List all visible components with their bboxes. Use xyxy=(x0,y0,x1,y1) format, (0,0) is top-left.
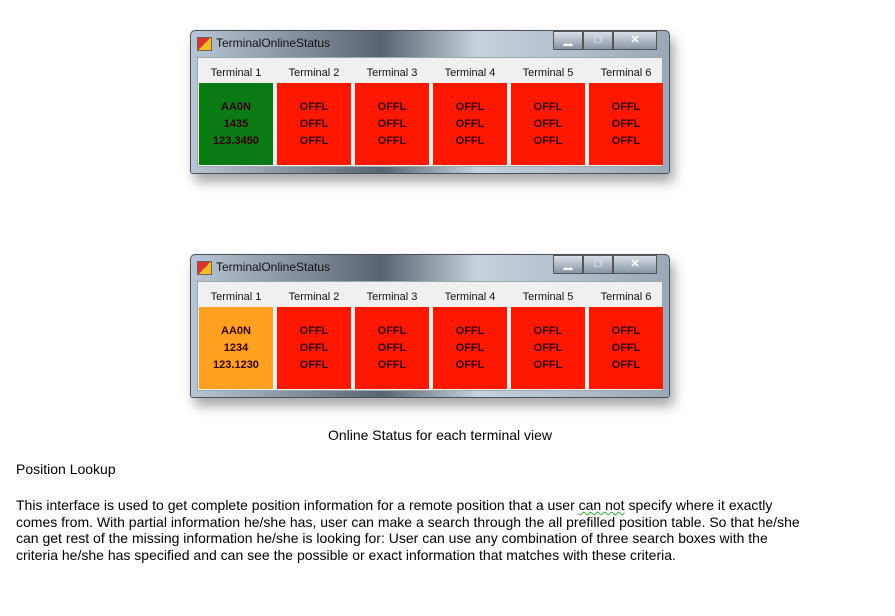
status-value: 1234 xyxy=(223,342,249,354)
terminal-status-cell: OFFL OFFL OFFL xyxy=(433,307,507,389)
terminal-label: Terminal 6 xyxy=(600,67,652,79)
status-value: OFFL xyxy=(377,359,407,371)
maximize-button[interactable]: □ xyxy=(583,31,613,50)
status-value: OFFL xyxy=(611,342,641,354)
section-heading: Position Lookup xyxy=(16,461,116,477)
terminal-status-cell: OFFL OFFL OFFL xyxy=(355,307,429,389)
terminal-column: Terminal 5 OFFL OFFL OFFL xyxy=(511,58,585,165)
terminal-label: Terminal 5 xyxy=(522,67,574,79)
terminal-column: Terminal 2 OFFL OFFL OFFL xyxy=(277,282,351,389)
status-value: OFFL xyxy=(611,101,641,113)
terminal-status-window: TerminalOnlineStatus ▁ □ ✕ Terminal 1 AA… xyxy=(190,254,670,398)
status-value: OFFL xyxy=(299,325,329,337)
terminal-status-cell: OFFL OFFL OFFL xyxy=(355,83,429,165)
title-bar[interactable]: TerminalOnlineStatus ▁ □ ✕ xyxy=(191,255,669,279)
terminal-status-cell: OFFL OFFL OFFL xyxy=(589,307,663,389)
status-value: OFFL xyxy=(533,359,563,371)
app-icon xyxy=(197,37,212,51)
window-client-area: Terminal 1 AA0N 1234 123.1230 Terminal 2 O… xyxy=(197,281,663,391)
terminal-column: Terminal 3 OFFL OFFL OFFL xyxy=(355,58,429,165)
terminal-label: Terminal 6 xyxy=(600,291,652,303)
status-value: OFFL xyxy=(455,342,485,354)
terminal-label: Terminal 2 xyxy=(288,291,340,303)
minimize-button[interactable]: ▁ xyxy=(553,255,583,274)
status-value: OFFL xyxy=(299,101,329,113)
terminal-status-cell: OFFL OFFL OFFL xyxy=(433,83,507,165)
terminal-label: Terminal 4 xyxy=(444,67,496,79)
status-value: OFFL xyxy=(377,135,407,147)
status-value: OFFL xyxy=(299,359,329,371)
status-value: OFFL xyxy=(455,118,485,130)
status-value: OFFL xyxy=(533,101,563,113)
status-value: OFFL xyxy=(299,342,329,354)
status-value: 123.1230 xyxy=(213,359,259,371)
status-value: OFFL xyxy=(455,135,485,147)
status-value: OFFL xyxy=(377,325,407,337)
text: can get rest of the missing information … xyxy=(16,530,768,546)
terminal-status-cell: OFFL OFFL OFFL xyxy=(511,307,585,389)
maximize-button[interactable]: □ xyxy=(583,255,613,274)
terminal-column: Terminal 5 OFFL OFFL OFFL xyxy=(511,282,585,389)
status-value: 123.3450 xyxy=(213,135,259,147)
spellcheck-underlined-text: can not xyxy=(578,497,625,513)
window-client-area: Terminal 1 AA0N 1435 123.3450 Terminal 2 O… xyxy=(197,57,663,167)
status-value: OFFL xyxy=(455,101,485,113)
terminal-column: Terminal 2 OFFL OFFL OFFL xyxy=(277,58,351,165)
terminal-status-cell: AA0N 1435 123.3450 xyxy=(199,83,273,165)
title-bar[interactable]: TerminalOnlineStatus ▁ □ ✕ xyxy=(191,31,669,55)
terminal-status-cell: OFFL OFFL OFFL xyxy=(511,83,585,165)
terminal-column: Terminal 3 OFFL OFFL OFFL xyxy=(355,282,429,389)
status-value: OFFL xyxy=(455,325,485,337)
terminal-status-cell: OFFL OFFL OFFL xyxy=(277,83,351,165)
status-value: OFFL xyxy=(611,359,641,371)
terminal-status-cell: AA0N 1234 123.1230 xyxy=(199,307,273,389)
text: criteria he/she has specified and can se… xyxy=(16,546,676,563)
terminal-column: Terminal 1 AA0N 1435 123.3450 xyxy=(199,58,273,165)
text: specify where it exactly xyxy=(624,497,773,513)
terminal-label: Terminal 1 xyxy=(210,291,262,303)
status-value: OFFL xyxy=(377,101,407,113)
status-value: OFFL xyxy=(611,135,641,147)
terminal-status-cell: OFFL OFFL OFFL xyxy=(277,307,351,389)
status-value: AA0N xyxy=(221,325,251,337)
app-icon xyxy=(197,261,212,275)
terminal-column: Terminal 1 AA0N 1234 123.1230 xyxy=(199,282,273,389)
text: comes from. With partial information he/… xyxy=(16,513,800,530)
status-value: OFFL xyxy=(455,359,485,371)
status-value: OFFL xyxy=(611,118,641,130)
body-paragraph: This interface is used to get complete p… xyxy=(16,497,800,563)
status-value: OFFL xyxy=(299,135,329,147)
terminal-label: Terminal 1 xyxy=(210,67,262,79)
status-value: OFFL xyxy=(533,135,563,147)
status-value: OFFL xyxy=(533,342,563,354)
window-title: TerminalOnlineStatus xyxy=(216,260,331,274)
figure-caption: Online Status for each terminal view xyxy=(327,427,553,443)
status-value: OFFL xyxy=(611,325,641,337)
status-value: OFFL xyxy=(533,118,563,130)
terminal-label: Terminal 5 xyxy=(522,291,574,303)
terminal-label: Terminal 3 xyxy=(366,67,418,79)
status-value: OFFL xyxy=(299,118,329,130)
terminal-column: Terminal 6 OFFL OFFL OFFL xyxy=(589,58,663,165)
status-value: OFFL xyxy=(377,118,407,130)
status-value: OFFL xyxy=(377,342,407,354)
terminal-column: Terminal 4 OFFL OFFL OFFL xyxy=(433,58,507,165)
close-button[interactable]: ✕ xyxy=(613,31,657,50)
terminal-label: Terminal 3 xyxy=(366,291,418,303)
terminal-label: Terminal 2 xyxy=(288,67,340,79)
close-button[interactable]: ✕ xyxy=(613,255,657,274)
terminal-column: Terminal 6 OFFL OFFL OFFL xyxy=(589,282,663,389)
terminal-label: Terminal 4 xyxy=(444,291,496,303)
terminal-status-cell: OFFL OFFL OFFL xyxy=(589,83,663,165)
text: This interface is used to get complete p… xyxy=(16,497,579,513)
terminal-status-window: TerminalOnlineStatus ▁ □ ✕ Terminal 1 AA… xyxy=(190,30,670,174)
status-value: 1435 xyxy=(223,118,249,130)
status-value: AA0N xyxy=(221,101,251,113)
minimize-button[interactable]: ▁ xyxy=(553,31,583,50)
status-value: OFFL xyxy=(533,325,563,337)
window-title: TerminalOnlineStatus xyxy=(216,36,331,50)
terminal-column: Terminal 4 OFFL OFFL OFFL xyxy=(433,282,507,389)
